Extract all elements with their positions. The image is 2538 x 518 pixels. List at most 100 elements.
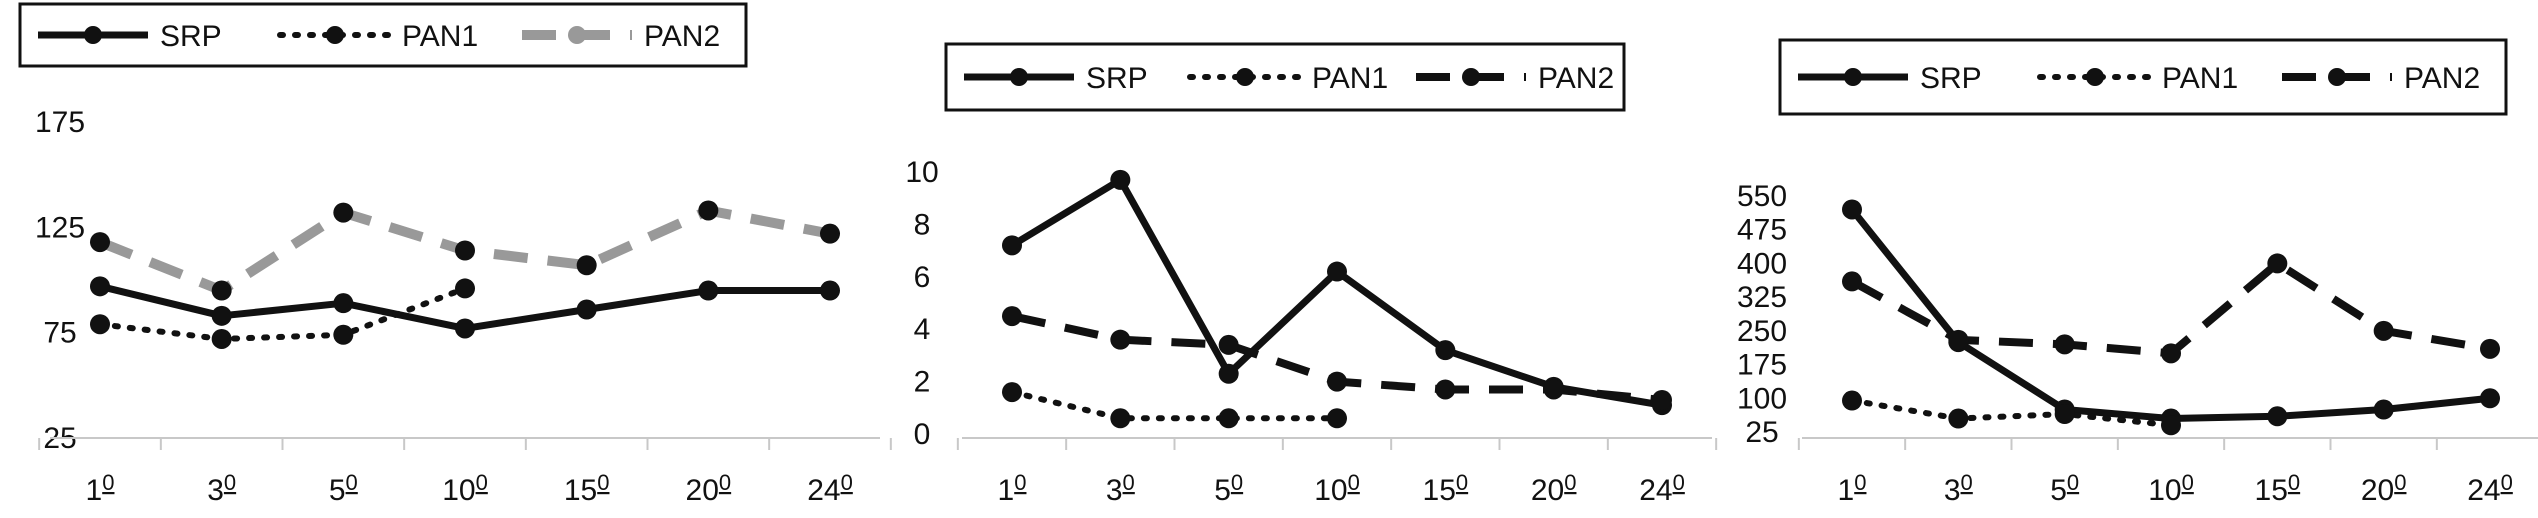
x-tick-label: 150 <box>564 470 610 507</box>
legend-label-srp: SRP <box>1086 62 1148 95</box>
x-tick-label: 240 <box>1639 470 1685 507</box>
legend: SRP PAN1 PAN2 <box>18 2 748 68</box>
series-line-pan2 <box>1850 259 2491 358</box>
legend-label-srp: SRP <box>160 20 222 53</box>
data-point-pan1 <box>1948 408 1969 429</box>
data-point-pan2 <box>1842 271 1862 292</box>
data-point-srp <box>1218 363 1239 384</box>
y-tick-label: 8 <box>914 208 931 241</box>
x-tick-label: 50 <box>2050 470 2079 507</box>
legend-marker <box>1010 68 1028 86</box>
data-point-pan2 <box>333 202 354 223</box>
series-line-srp <box>1010 176 1663 409</box>
data-point-pan2 <box>211 280 232 301</box>
series-pan2 <box>1842 253 2500 364</box>
series-line-srp <box>1849 207 2491 423</box>
y-tick-label: 325 <box>1737 281 1787 314</box>
data-point-pan1 <box>2054 404 2075 425</box>
data-point-pan1 <box>333 324 354 345</box>
series-pan1 <box>1002 382 1347 429</box>
legend-marker <box>84 26 102 44</box>
x-tick-label: 200 <box>1531 470 1577 507</box>
y-tick-label: 75 <box>43 317 76 350</box>
data-point-srp <box>1327 261 1347 282</box>
data-point-pan1 <box>2161 415 2181 436</box>
x-tick-label: 200 <box>2361 470 2407 507</box>
data-point-pan2 <box>1110 329 1131 350</box>
data-point-pan2 <box>2054 334 2075 355</box>
data-point-srp <box>2480 388 2500 409</box>
x-tick-label: 10 <box>86 470 115 507</box>
x-tick-label: 100 <box>1314 470 1360 507</box>
data-point-pan2 <box>1327 371 1347 392</box>
series-pan1 <box>1842 390 2181 436</box>
x-tick-label: 30 <box>207 470 236 507</box>
data-point-pan2 <box>820 223 840 244</box>
legend-label-pan2: PAN2 <box>1538 62 1614 95</box>
data-point-srp <box>1435 340 1456 361</box>
data-point-srp <box>576 299 597 320</box>
data-point-srp <box>1110 169 1131 190</box>
y-tick-label: 10 <box>905 156 938 189</box>
y-tick-label: 175 <box>1737 349 1787 382</box>
data-point-srp <box>211 305 232 326</box>
data-point-pan2 <box>455 240 475 261</box>
series-pan2 <box>90 200 840 301</box>
series-pan1 <box>90 278 475 349</box>
x-tick-label: 150 <box>1423 470 1469 507</box>
data-point-pan2 <box>2161 343 2181 364</box>
x-tick-label: 10 <box>1838 470 1867 507</box>
data-point-pan1 <box>1218 408 1239 429</box>
y-tick-label: 6 <box>914 261 931 294</box>
data-point-pan2 <box>2373 320 2394 341</box>
legend-label-pan2: PAN2 <box>2404 62 2480 95</box>
x-tick-label: 10 <box>998 470 1027 507</box>
legend-label-pan1: PAN1 <box>402 20 478 53</box>
data-point-srp <box>2373 399 2394 420</box>
y-tick-label: 4 <box>914 313 931 346</box>
x-tick-label: 240 <box>2467 470 2513 507</box>
series-line-pan1 <box>1009 389 1340 422</box>
data-point-srp <box>1002 235 1022 256</box>
series-srp <box>90 276 840 339</box>
y-tick-label: 25 <box>1745 416 1778 449</box>
data-point-pan1 <box>455 278 475 299</box>
x-tick-label: 100 <box>442 470 488 507</box>
series-line-pan1 <box>1849 397 2174 429</box>
legend-label-pan1: PAN1 <box>2162 62 2238 95</box>
data-point-pan2 <box>2480 338 2500 359</box>
x-tick-label: 200 <box>686 470 732 507</box>
legend-marker <box>1844 68 1862 86</box>
y-tick-label: 400 <box>1737 247 1787 280</box>
legend-marker <box>2086 68 2104 86</box>
data-point-pan1 <box>1327 408 1347 429</box>
data-point-pan2 <box>1652 389 1672 410</box>
x-tick-label: 50 <box>329 470 358 507</box>
y-tick-label: 2 <box>914 366 931 399</box>
legend-marker <box>326 26 344 44</box>
legend-marker <box>568 26 586 44</box>
series-srp <box>1842 199 2500 429</box>
x-tick-label: 30 <box>1944 470 1973 507</box>
x-tick-label: 150 <box>2255 470 2301 507</box>
y-tick-label: 125 <box>35 211 85 244</box>
data-point-pan1 <box>1002 382 1022 403</box>
legend: SRP PAN1 PAN2 <box>1778 38 2508 116</box>
data-point-pan1 <box>1842 390 1862 411</box>
y-tick-label: 100 <box>1737 382 1787 415</box>
series-pan2 <box>1002 306 1672 410</box>
y-tick-label: 250 <box>1737 315 1787 348</box>
y-tick-label: 550 <box>1737 180 1787 213</box>
legend: SRP PAN1 PAN2 <box>944 42 1626 112</box>
data-point-pan1 <box>211 328 232 349</box>
series-line-pan1 <box>97 285 468 342</box>
legend-marker <box>2328 68 2346 86</box>
data-point-srp <box>1842 199 1862 220</box>
legend-label-pan2: PAN2 <box>644 20 720 53</box>
x-tick-label: 240 <box>807 470 853 507</box>
chart-2: SRP PAN1 PAN2 0 2 4 6 8 10 10 30 50 100 150 200 240 <box>905 42 1718 507</box>
